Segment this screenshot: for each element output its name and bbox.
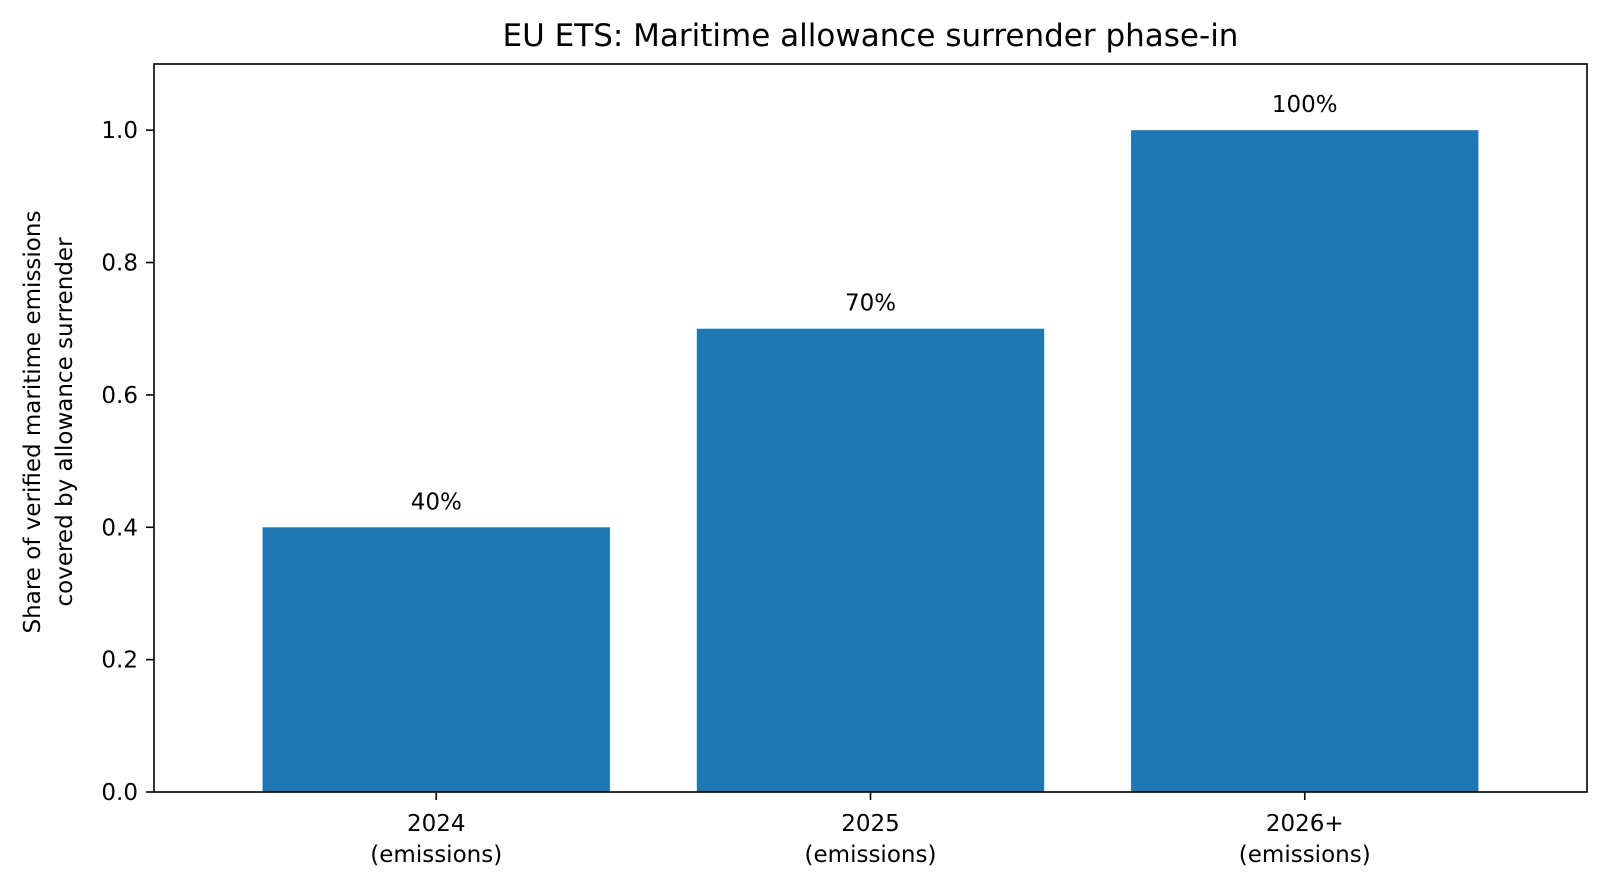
y-tick-label: 0.6 (101, 383, 138, 409)
bars-layer (262, 130, 1479, 792)
bar-labels-layer: 40% 70% 100% (411, 92, 1338, 515)
x-tick-label: 2025 (emissions) (805, 811, 937, 868)
bar-value-label: 100% (1272, 92, 1338, 118)
y-tick-label: 0.2 (101, 648, 138, 674)
x-tick-label: 2026+ (emissions) (1239, 811, 1371, 868)
chart-title: EU ETS: Maritime allowance surrender pha… (503, 18, 1239, 54)
x-tick-label: 2024 (emissions) (370, 811, 502, 868)
y-axis-label-line: Share of verified maritime emissions (20, 211, 46, 634)
y-axis-label: Share of verified maritime emissions cove… (20, 211, 78, 634)
bar-2024 (262, 527, 610, 792)
bar-value-label: 70% (845, 291, 896, 317)
y-axis-ticks: 0.0 0.2 0.4 0.6 0.8 1.0 (101, 118, 154, 806)
bar-2025 (696, 328, 1045, 792)
bar-value-label: 40% (411, 489, 462, 515)
y-tick-label: 0.4 (101, 515, 138, 541)
y-tick-label: 0.8 (101, 251, 138, 277)
bar-2026 (1131, 130, 1479, 792)
y-tick-label: 1.0 (101, 118, 138, 144)
x-axis-ticks: 2024 (emissions) 2025 (emissions) 2026+ (emis… (370, 792, 1371, 868)
y-tick-label: 0.0 (101, 780, 138, 806)
y-axis-label-line: covered by allowance surrender (52, 237, 78, 607)
